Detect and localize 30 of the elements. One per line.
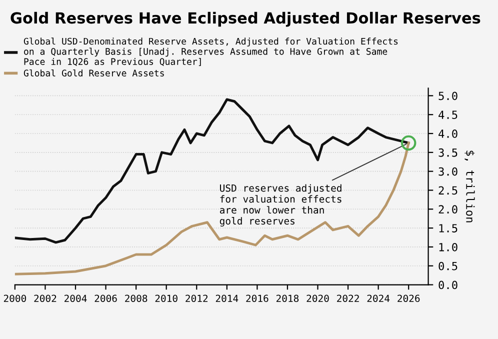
x-tick-label: 2002	[34, 294, 56, 302]
x-tick-label: 2016	[246, 294, 268, 302]
x-tick-label: 2020	[306, 294, 329, 302]
y-tick-label: 1.5	[439, 224, 458, 232]
y-tick-label: 1.0	[439, 242, 458, 252]
y-tick-label: 0.5	[438, 262, 458, 270]
x-tick-label: 2022	[337, 294, 359, 302]
y-tick-label: 4.5	[438, 110, 458, 120]
y-tick-label: 0.0	[438, 280, 458, 290]
x-tick-label: 2006	[94, 294, 117, 302]
x-tick-label: 2010	[155, 294, 178, 302]
y-tick-label: 5.0	[438, 92, 458, 100]
y-tick-label: 4.0	[438, 130, 458, 138]
x-tick-label: 2014	[216, 294, 238, 302]
y-tick-label: 3.5	[438, 148, 458, 157]
y-tick-label: 2.5	[438, 186, 458, 195]
y-tick-label: 3.0	[438, 167, 458, 176]
x-tick-label: 2026	[398, 294, 420, 302]
y-axis-title: $, trillion	[464, 150, 475, 222]
y-tick-label: 2.0	[438, 205, 458, 214]
x-tick-label: 2024	[367, 294, 390, 302]
legend-label: Global USD-Denominated Reserve Assets, Adjusted for Valuation Effects on a Quarterly Basis [Unadj. Reserves Assumed to Have Grown at Same Pace in 1Q26 as Previous Quarter]	[24, 38, 398, 66]
x-tick-label: 2004	[64, 294, 87, 302]
x-tick-label: 2018	[276, 294, 299, 302]
chart-title: Gold Reserves Have Eclipsed Adjusted Dollar Reserves	[10, 12, 480, 27]
annotation: USD reserves adjusted for valuation effects are now lower than gold reserves	[220, 184, 342, 227]
x-tick-label: 2012	[186, 294, 208, 302]
x-tick-label: 2000	[4, 294, 26, 302]
x-tick-label: 2008	[125, 294, 148, 302]
legend-label: Global Gold Reserve Assets	[24, 69, 164, 76]
